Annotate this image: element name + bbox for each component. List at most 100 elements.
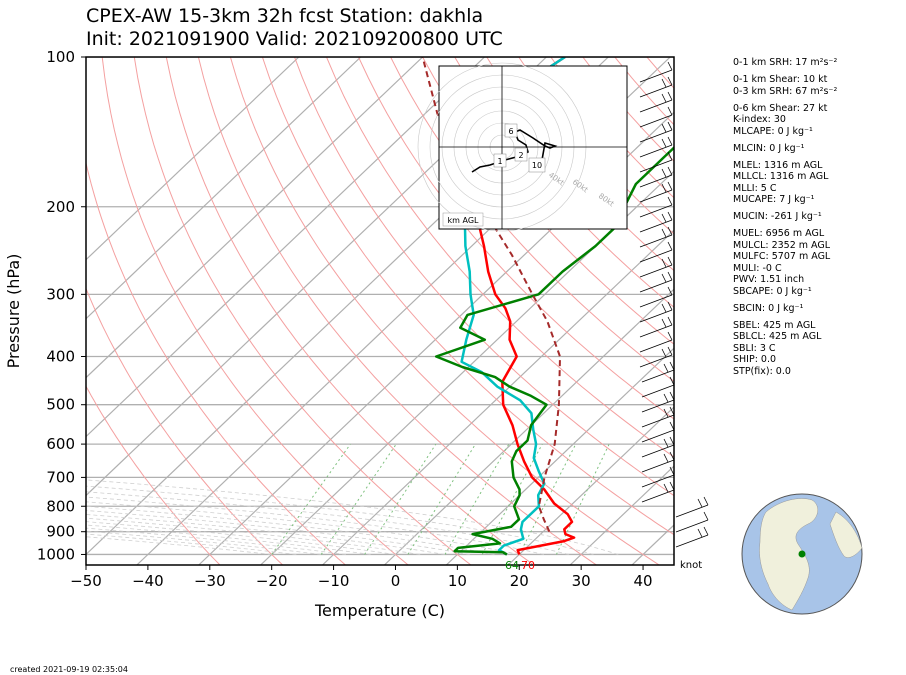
dry-adiabat	[86, 160, 346, 565]
wind-barb	[641, 421, 675, 443]
wind-barbs	[639, 61, 709, 548]
wind-barb	[641, 481, 675, 503]
index-line: 0-1 km Shear: 10 kt	[733, 74, 828, 85]
mixing-ratio-line	[320, 443, 397, 555]
index-line: PWV: 1.51 inch	[733, 274, 805, 285]
wind-barb	[639, 241, 673, 263]
moist-adiabat	[86, 501, 520, 555]
index-line: MULFC: 5707 m AGL	[733, 251, 831, 262]
dry-adiabat	[358, 57, 674, 420]
station-marker	[798, 550, 806, 558]
x-tick-label: 10	[448, 572, 467, 590]
plot-frame	[85, 56, 675, 566]
wind-barb	[639, 211, 673, 233]
isotherm-line	[86, 57, 485, 438]
isotherm-line	[86, 57, 424, 379]
wind-barb	[639, 301, 673, 323]
index-line: SBLCL: 425 m AGL	[733, 331, 822, 342]
index-line: MULCL: 2352 m AGL	[733, 239, 831, 251]
chart-title-line2: Init: 2021091900 Valid: 202109200800 UTC	[86, 28, 503, 50]
moist-adiabat	[86, 514, 446, 555]
index-line: SBEL: 425 m AGL	[733, 319, 816, 331]
globe-locator	[741, 493, 863, 615]
axes: −50 −40 −30 −20 −10 0 10 20 30 40 100 200 300 400 500 6…	[4, 48, 653, 620]
index-line: MUCAPE: 7 J kg⁻¹	[733, 194, 815, 205]
x-tick-label: 20	[510, 572, 529, 590]
mixing-ratio-line	[481, 443, 543, 555]
isotherm-line	[383, 288, 674, 565]
y-tick-label: 700	[46, 468, 75, 486]
index-line: MLEL: 1316 m AGL	[733, 159, 823, 171]
x-tick-label: −10	[318, 572, 350, 590]
wind-barb	[675, 511, 709, 533]
y-tick-label: 300	[46, 285, 75, 303]
index-line: STP(fix): 0.0	[733, 365, 791, 377]
wind-barb	[641, 391, 675, 413]
moist-adiabat	[86, 510, 470, 555]
mixing-ratio-line	[555, 443, 610, 555]
x-tick-label: 40	[634, 572, 653, 590]
wind-barb	[639, 121, 673, 143]
wind-barb	[639, 106, 673, 128]
dry-adiabat	[86, 385, 221, 565]
index-line: SHIP: 0.0	[733, 354, 777, 365]
x-tick-label: −20	[256, 572, 288, 590]
dry-adiabat	[197, 57, 597, 565]
x-tick-label: 30	[572, 572, 591, 590]
wind-barb	[639, 166, 673, 188]
wind-barb	[641, 436, 675, 458]
index-line: SBCIN: 0 J kg⁻¹	[733, 302, 804, 314]
dry-adiabat	[229, 57, 660, 565]
y-tick-label: 200	[46, 198, 75, 216]
index-line: SBLI: 3 C	[733, 342, 776, 354]
dry-adiabat	[261, 57, 674, 536]
x-axis-label: Temperature (C)	[314, 601, 445, 620]
wind-barb	[639, 151, 673, 173]
mixing-ratio-line	[518, 443, 577, 555]
wind-barb	[639, 271, 673, 293]
index-line: SBCAPE: 0 J kg⁻¹	[733, 285, 812, 297]
index-line: 0-1 km SRH: 17 m²s⁻²	[733, 57, 838, 68]
wind-barb	[641, 361, 675, 383]
hodo-unit-label: km AGL	[448, 216, 480, 225]
hodo-label-2: 2	[518, 151, 523, 160]
wind-barb	[639, 286, 673, 308]
surface-dewpoint-label: 64	[505, 559, 519, 572]
index-line: MULI: -0 C	[733, 262, 782, 274]
dry-adiabat	[422, 57, 674, 345]
isotherm-line	[507, 406, 674, 565]
mixing-ratio-line	[444, 443, 510, 555]
wind-barb	[639, 136, 673, 158]
dry-adiabat	[390, 57, 674, 382]
y-tick-label: 100	[46, 48, 75, 66]
moist-adiabat	[86, 521, 396, 555]
hodo-label-10: 10	[532, 161, 542, 170]
index-line: 0-3 km SRH: 67 m²s⁻²	[733, 85, 838, 97]
dry-adiabat	[486, 57, 674, 272]
wind-barb	[639, 346, 673, 368]
isotherm-line	[86, 57, 362, 320]
y-axis-label: Pressure (hPa)	[4, 254, 23, 369]
surface-temp-label: 70	[521, 559, 535, 572]
dry-adiabat	[294, 57, 674, 497]
mixing-ratio-line	[407, 443, 476, 555]
y-tick-label: 800	[46, 497, 75, 515]
x-tick-label: −50	[70, 572, 102, 590]
wind-barb	[639, 181, 673, 203]
wind-barb	[639, 76, 673, 98]
index-line: MLCAPE: 0 J kg⁻¹	[733, 125, 813, 137]
isotherm-line	[86, 57, 300, 261]
index-line: MLLCL: 1316 m AGL	[733, 171, 829, 182]
hodograph-inset: 1 2 6 10 40kt 60kt 80kt km AGL	[417, 62, 628, 232]
dry-adiabat	[133, 57, 472, 565]
wind-barb	[641, 451, 675, 473]
wind-barb	[675, 526, 709, 548]
created-timestamp: created 2021-09-19 02:35:04	[10, 665, 128, 674]
wind-barb	[641, 376, 675, 398]
index-line: MUCIN: -261 J kg⁻¹	[733, 211, 822, 222]
isotherm-line	[198, 111, 674, 565]
wind-barb	[675, 496, 709, 518]
wind-barb	[639, 256, 673, 278]
index-line: MLCIN: 0 J kg⁻¹	[733, 142, 805, 154]
